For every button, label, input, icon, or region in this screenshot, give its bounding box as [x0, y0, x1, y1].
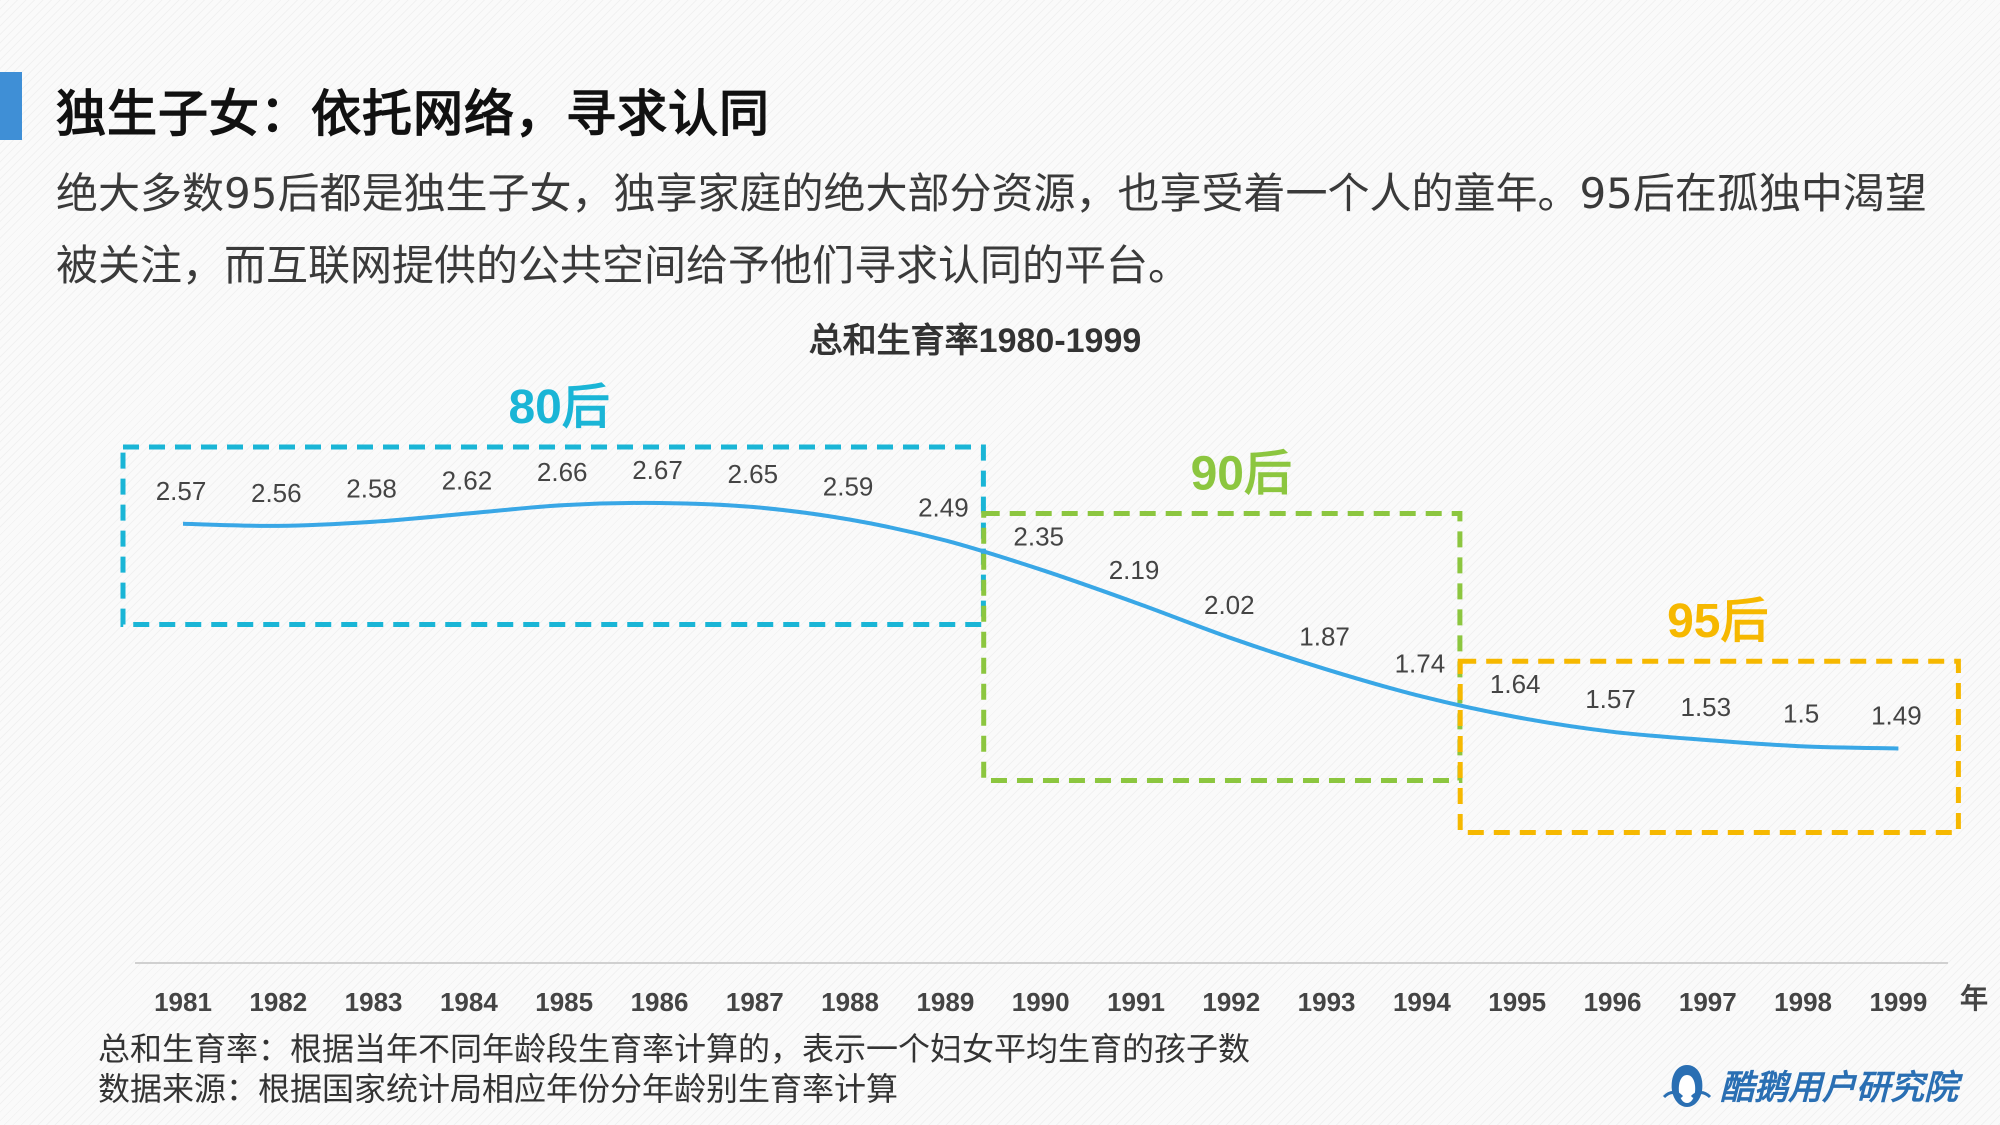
data-label-1981: 2.57 [156, 476, 207, 506]
intro-paragraph: 绝大多数95后都是独生子女，独享家庭的绝大部分资源，也享受着一个人的童年。95后… [56, 169, 1927, 290]
data-label-1998: 1.5 [1783, 698, 1819, 728]
data-label-1990: 2.35 [1013, 522, 1064, 552]
x-tick-label-1983: 1983 [345, 987, 403, 1017]
slide-headline: 独生子女：依托网络，寻求认同 [56, 85, 770, 143]
data-label-1996: 1.57 [1585, 684, 1636, 714]
data-label-1982: 2.56 [251, 478, 302, 508]
x-tick-label-1991: 1991 [1107, 987, 1165, 1017]
x-tick-label-1998: 1998 [1774, 987, 1832, 1017]
data-label-1987: 2.65 [727, 459, 778, 489]
data-label-1983: 2.58 [346, 474, 397, 504]
data-label-1985: 2.66 [537, 457, 588, 487]
data-label-1984: 2.62 [442, 465, 493, 495]
data-label-1999: 1.49 [1871, 700, 1922, 730]
data-label-1992: 2.02 [1204, 590, 1255, 620]
definition-note: 总和生育率：根据当年不同年龄段生育率计算的，表示一个妇女平均生育的孩子数 [98, 1030, 1251, 1068]
x-tick-label-1997: 1997 [1679, 987, 1737, 1017]
x-tick-label-1986: 1986 [631, 987, 689, 1017]
x-tick-label-1989: 1989 [916, 987, 974, 1017]
x-tick-label-1982: 1982 [249, 987, 307, 1017]
data-label-1995: 1.64 [1490, 669, 1541, 699]
x-tick-label-1994: 1994 [1393, 987, 1451, 1017]
chart-title: 总和生育率1980-1999 [809, 322, 1142, 360]
data-label-1997: 1.53 [1680, 692, 1731, 722]
x-tick-label-1992: 1992 [1202, 987, 1260, 1017]
data-label-1991: 2.19 [1109, 555, 1160, 585]
x-axis-unit-label: 年 [1960, 982, 1988, 1014]
x-axis-tick-labels: 1981 1982 1983 1984 1985 1986 1987 1988 1989 1990… [154, 987, 1927, 1017]
fertility-rate-line [182, 500, 1899, 751]
fertility-rate-line-chart: 总和生育率1980-1999 80后 90后 95后 2.57 2.56 2.58 2.6… [120, 322, 1988, 1017]
group-box-1995-1999 [1457, 658, 1961, 835]
x-tick-label-1999: 1999 [1869, 987, 1927, 1017]
x-tick-label-1981: 1981 [154, 987, 212, 1017]
penguin-logo-icon [1662, 1064, 1712, 1107]
title-accent-bar [0, 72, 22, 140]
x-tick-label-1996: 1996 [1584, 987, 1642, 1017]
data-label-1993: 1.87 [1299, 621, 1350, 651]
data-label-1986: 2.67 [632, 455, 683, 485]
x-tick-label-1993: 1993 [1298, 987, 1356, 1017]
group-label-1990-1994: 90后 [1191, 448, 1292, 501]
group-box-1990-1994 [981, 511, 1463, 783]
data-label-1994: 1.74 [1395, 648, 1446, 678]
x-tick-label-1985: 1985 [535, 987, 593, 1017]
group-label-1981-1989: 80后 [508, 381, 609, 434]
x-tick-label-1995: 1995 [1488, 987, 1546, 1017]
group-label-1995-1999: 95后 [1667, 595, 1768, 648]
brand-logo: 酷鹅用户研究院 [1660, 1060, 1958, 1109]
data-labels: 2.57 2.56 2.58 2.62 2.66 2.67 2.65 2.59 2.49 2.35… [156, 455, 1922, 730]
x-tick-label-1990: 1990 [1012, 987, 1070, 1017]
x-tick-label-1988: 1988 [821, 987, 879, 1017]
x-tick-label-1984: 1984 [440, 987, 498, 1017]
x-tick-label-1987: 1987 [726, 987, 784, 1017]
brand-name: 酷鹅用户研究院 [1720, 1068, 1958, 1108]
generation-groups: 80后 90后 95后 [120, 381, 1961, 835]
data-label-1989: 2.49 [918, 492, 969, 522]
data-label-1988: 2.59 [823, 472, 874, 502]
source-note: 数据来源：根据国家统计局相应年份分年龄别生育率计算 [98, 1070, 899, 1108]
